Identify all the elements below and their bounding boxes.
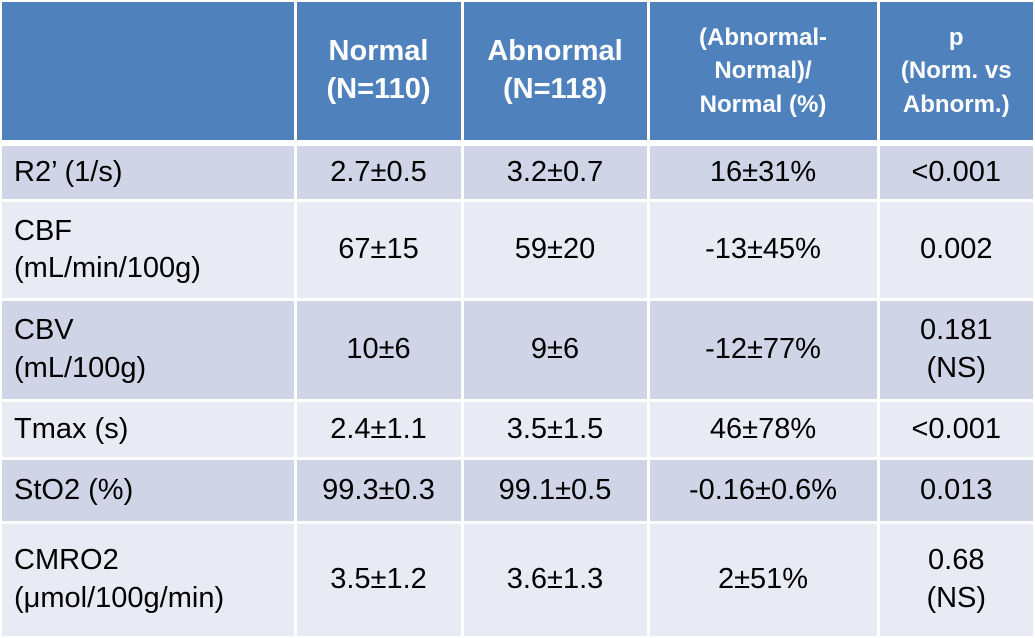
cell-parameter-label: StO2 (%) <box>2 458 297 525</box>
cell-abnormal-value: 99.1±0.5 <box>462 458 650 525</box>
header-row: Normal (N=110) Abnormal (N=118) (Abnorma… <box>2 2 1033 146</box>
cell-percent-difference: 2±51% <box>648 522 880 636</box>
table-row-cmro2: CMRO2 (μmol/100g/min) 3.5±1.2 3.6±1.3 2±… <box>2 522 1033 636</box>
cell-percent-difference: 16±31% <box>648 143 880 203</box>
cell-parameter-label: CBV (mL/100g) <box>2 299 297 402</box>
cell-normal-value: 2.7±0.5 <box>295 143 464 203</box>
column-header-normal: Normal (N=110) <box>295 2 464 146</box>
cell-percent-difference: 46±78% <box>648 400 880 461</box>
cell-parameter-label: CMRO2 (μmol/100g/min) <box>2 522 297 636</box>
cell-normal-value: 10±6 <box>295 299 464 402</box>
cell-abnormal-value: 9±6 <box>462 299 650 402</box>
cell-percent-difference: -12±77% <box>648 299 880 402</box>
table-row-tmax: Tmax (s) 2.4±1.1 3.5±1.5 46±78% <0.001 <box>2 400 1033 461</box>
cell-normal-value: 2.4±1.1 <box>295 400 464 461</box>
cell-p-value: 0.68 (NS) <box>878 522 1033 636</box>
column-header-parameter <box>2 2 297 146</box>
cell-parameter-label: R2’ (1/s) <box>2 143 297 203</box>
column-header-p-value: p (Norm. vs Abnorm.) <box>878 2 1033 146</box>
table-row-cbv: CBV (mL/100g) 10±6 9±6 -12±77% 0.181 (NS… <box>2 299 1033 402</box>
column-header-percent-difference: (Abnormal- Normal)/ Normal (%) <box>648 2 880 146</box>
cell-parameter-label: CBF (mL/min/100g) <box>2 200 297 302</box>
cell-abnormal-value: 3.2±0.7 <box>462 143 650 203</box>
cell-normal-value: 67±15 <box>295 200 464 302</box>
cell-abnormal-value: 59±20 <box>462 200 650 302</box>
cell-normal-value: 99.3±0.3 <box>295 458 464 525</box>
table-row-sto2: StO2 (%) 99.3±0.3 99.1±0.5 -0.16±0.6% 0.… <box>2 458 1033 525</box>
table-row-r2prime: R2’ (1/s) 2.7±0.5 3.2±0.7 16±31% <0.001 <box>2 143 1033 203</box>
cell-percent-difference: -13±45% <box>648 200 880 302</box>
cell-p-value: <0.001 <box>878 400 1033 461</box>
cell-p-value: 0.181 (NS) <box>878 299 1033 402</box>
column-header-abnormal: Abnormal (N=118) <box>462 2 650 146</box>
cell-percent-difference: -0.16±0.6% <box>648 458 880 525</box>
cell-abnormal-value: 3.5±1.5 <box>462 400 650 461</box>
cell-abnormal-value: 3.6±1.3 <box>462 522 650 636</box>
table-row-cbf: CBF (mL/min/100g) 67±15 59±20 -13±45% 0.… <box>2 200 1033 302</box>
cell-p-value: 0.002 <box>878 200 1033 302</box>
cell-parameter-label: Tmax (s) <box>2 400 297 461</box>
cell-p-value: <0.001 <box>878 143 1033 203</box>
cell-p-value: 0.013 <box>878 458 1033 525</box>
cell-normal-value: 3.5±1.2 <box>295 522 464 636</box>
